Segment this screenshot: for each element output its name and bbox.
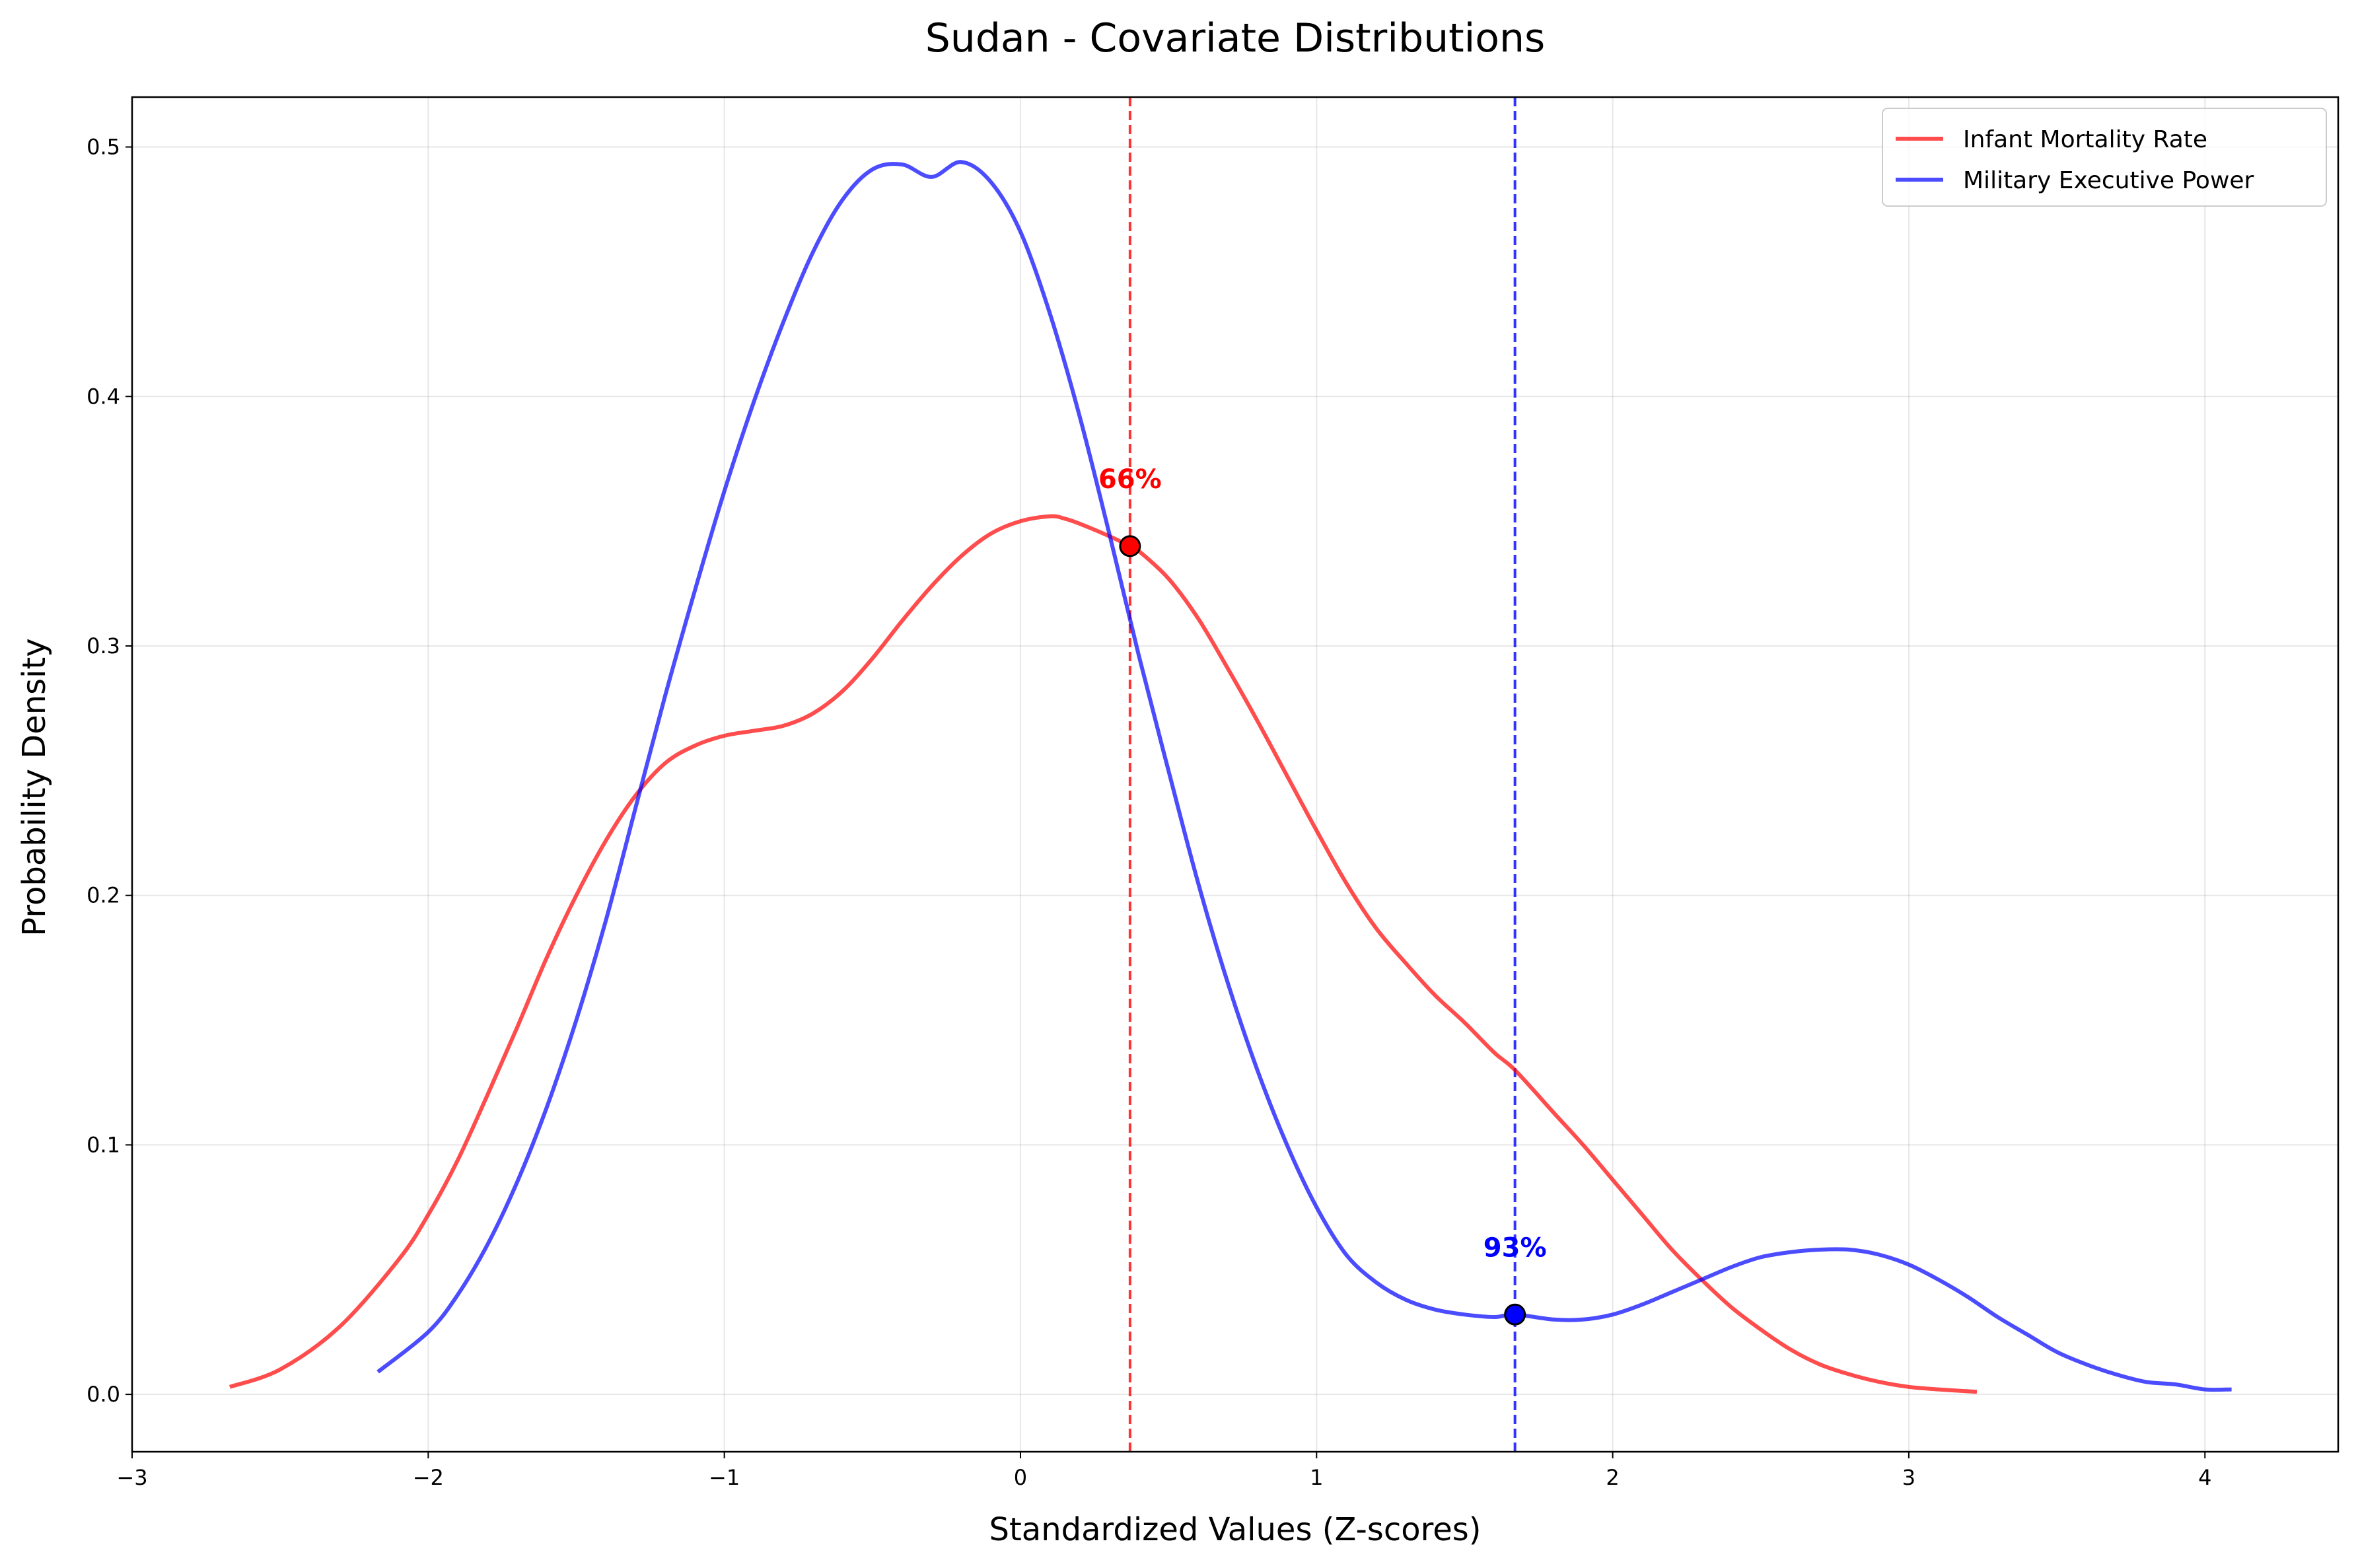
y-tick-label: 0.4 bbox=[87, 384, 120, 409]
x-tick-label: 0 bbox=[1014, 1465, 1027, 1490]
legend-entry-1: Military Executive Power bbox=[1963, 167, 2254, 194]
x-tick-label: −3 bbox=[116, 1465, 147, 1490]
y-axis-ticks: 0.0 0.1 0.2 0.3 0.4 0.5 bbox=[87, 135, 132, 1407]
series-line-1 bbox=[376, 160, 2232, 1392]
series-line-0 bbox=[229, 514, 1978, 1394]
y-tick-label: 0.3 bbox=[87, 633, 120, 659]
y-tick-label: 0.1 bbox=[87, 1132, 120, 1157]
grid-lines bbox=[131, 97, 2338, 1452]
x-tick-label: −1 bbox=[709, 1465, 740, 1490]
marker-reference-lines bbox=[1128, 97, 1517, 1452]
y-tick-label: 0.2 bbox=[87, 883, 120, 908]
x-tick-label: 4 bbox=[2198, 1465, 2211, 1490]
marker-label-0: 66% bbox=[1098, 464, 1162, 495]
legend-entry-0: Infant Mortality Rate bbox=[1963, 126, 2207, 153]
y-axis-label: Probability Density bbox=[16, 638, 53, 936]
x-tick-label: 3 bbox=[1902, 1465, 1915, 1490]
marker-point-1 bbox=[1504, 1303, 1526, 1326]
legend: Infant Mortality Rate Military Executive … bbox=[1882, 108, 2327, 207]
legend-box bbox=[1882, 108, 2327, 207]
y-tick-label: 0.5 bbox=[87, 135, 120, 160]
x-axis-ticks: −3 −2 −1 0 1 2 3 4 bbox=[116, 1452, 2211, 1490]
x-tick-label: −2 bbox=[413, 1465, 444, 1490]
marker-point-0 bbox=[1119, 535, 1141, 557]
chart-title: Sudan - Covariate Distributions bbox=[925, 15, 1546, 61]
x-tick-label: 2 bbox=[1606, 1465, 1619, 1490]
marker-label-1: 93% bbox=[1483, 1232, 1547, 1263]
x-axis-label: Standardized Values (Z-scores) bbox=[989, 1511, 1481, 1548]
x-tick-label: 1 bbox=[1310, 1465, 1323, 1490]
series-markers: 66% 93% bbox=[1098, 464, 1547, 1326]
series-lines bbox=[229, 160, 2232, 1394]
y-tick-label: 0.0 bbox=[87, 1382, 120, 1407]
plot-frame bbox=[131, 96, 2340, 1453]
